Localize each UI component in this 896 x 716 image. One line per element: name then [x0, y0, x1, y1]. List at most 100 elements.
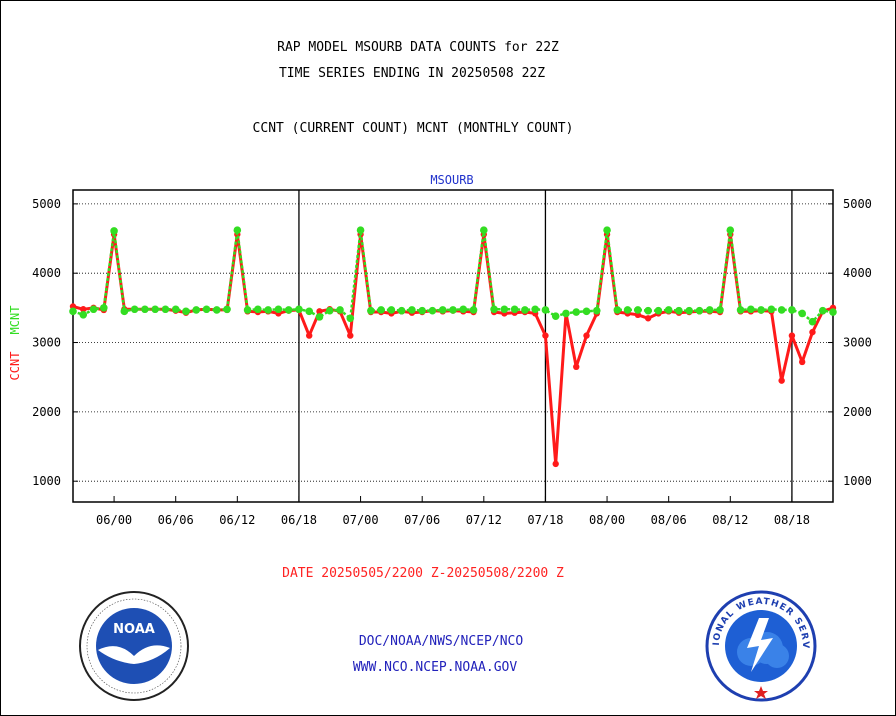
data-point-mcnt — [325, 306, 334, 315]
data-point-mcnt — [562, 309, 570, 318]
data-point-ccnt — [347, 332, 354, 339]
data-point-mcnt — [829, 308, 837, 316]
data-point-mcnt — [428, 306, 437, 315]
data-point-ccnt — [552, 460, 559, 468]
x-tick-label: 07/18 — [527, 513, 563, 527]
data-point-mcnt — [521, 306, 529, 314]
data-point-mcnt — [254, 305, 262, 314]
data-point-mcnt — [315, 313, 324, 321]
org-line-1: DOC/NOAA/NWS/NCEP/NCO — [358, 634, 524, 649]
data-point-mcnt — [531, 305, 539, 314]
x-tick-label: 06/06 — [158, 513, 194, 527]
noaa-logo-text: NOAA — [113, 622, 155, 637]
data-point-mcnt — [233, 226, 242, 235]
data-point-mcnt — [572, 308, 581, 316]
org-line-2[interactable]: WWW.NCO.NCEP.NOAA.GOV — [352, 660, 518, 675]
data-point-mcnt — [100, 304, 108, 312]
data-point-ccnt — [316, 308, 323, 315]
data-point-mcnt — [644, 306, 652, 315]
x-tick-label: 08/06 — [651, 513, 687, 527]
data-point-mcnt — [449, 306, 457, 314]
data-point-mcnt — [798, 309, 806, 318]
data-point-ccnt — [788, 332, 796, 339]
data-point-mcnt — [757, 306, 765, 314]
y-tick-label-left: 1000 — [32, 474, 61, 488]
data-point-mcnt — [192, 306, 201, 314]
data-point-mcnt — [767, 305, 776, 314]
data-point-ccnt — [644, 315, 652, 322]
data-point-ccnt — [583, 332, 590, 339]
data-point-mcnt — [243, 306, 252, 314]
nws-logo[interactable]: NATIONAL WEATHER SERVICE — [701, 583, 817, 702]
data-point-mcnt — [171, 305, 180, 314]
data-point-mcnt — [397, 306, 406, 315]
data-point-mcnt — [777, 306, 786, 314]
data-point-mcnt — [480, 226, 488, 235]
data-point-mcnt — [305, 307, 314, 316]
y-axis-label-mcnt: MCNT — [8, 306, 22, 335]
y-tick-label-left: 2000 — [32, 405, 61, 419]
plot-frame — [72, 189, 834, 503]
y-tick-label-right: 1000 — [843, 474, 872, 488]
data-point-mcnt — [356, 226, 365, 235]
data-point-mcnt — [120, 307, 129, 316]
data-point-mcnt — [284, 306, 293, 314]
x-tick-label: 07/06 — [404, 513, 440, 527]
data-point-ccnt — [809, 328, 816, 336]
data-point-mcnt — [716, 306, 724, 314]
data-point-mcnt — [212, 306, 221, 314]
data-point-mcnt — [747, 305, 755, 314]
data-point-mcnt — [377, 306, 385, 314]
y-tick-label-left: 4000 — [32, 266, 61, 280]
data-point-mcnt — [202, 305, 211, 314]
data-point-mcnt — [223, 305, 231, 314]
data-point-mcnt — [336, 306, 344, 314]
axis-layer: 1000 1000 2000 2000 3000 3000 4000 4000 5000 5000… — [32, 189, 872, 527]
data-point-mcnt — [664, 306, 673, 314]
data-point-mcnt — [274, 305, 283, 314]
x-tick-label: 07/00 — [343, 513, 379, 527]
data-point-ccnt — [798, 358, 806, 366]
y-tick-label-right: 5000 — [843, 197, 872, 211]
x-tick-label: 08/12 — [712, 513, 748, 527]
data-point-mcnt — [541, 306, 550, 314]
data-point-mcnt — [110, 227, 118, 235]
data-point-ccnt — [573, 363, 580, 370]
date-range: DATE 20250505/2200 Z-20250508/2200 Z — [282, 566, 564, 581]
data-point-mcnt — [654, 306, 663, 315]
data-point-mcnt — [808, 317, 817, 326]
data-point-mcnt — [387, 306, 396, 314]
y-tick-label-right: 2000 — [843, 405, 872, 419]
noaa-logo[interactable]: NOAA — [78, 590, 190, 702]
data-point-mcnt — [592, 306, 601, 315]
x-tick-label: 06/00 — [96, 513, 132, 527]
x-tick-label: 06/18 — [281, 513, 317, 527]
data-point-mcnt — [613, 306, 622, 314]
data-point-mcnt — [788, 306, 796, 314]
data-point-mcnt — [685, 306, 694, 315]
data-point-mcnt — [367, 306, 375, 315]
data-point-mcnt — [130, 305, 139, 314]
data-point-mcnt — [264, 306, 272, 314]
data-point-ccnt — [778, 377, 785, 384]
data-point-mcnt — [623, 306, 632, 314]
x-tick-label: 06/12 — [219, 513, 255, 527]
x-tick-label: 07/12 — [466, 513, 502, 527]
x-tick-label: 08/00 — [589, 513, 625, 527]
data-point-mcnt — [726, 226, 735, 235]
data-point-mcnt — [438, 306, 447, 314]
data-point-mcnt — [490, 305, 498, 314]
data-point-mcnt — [69, 307, 77, 316]
data-point-mcnt — [736, 306, 745, 314]
data-point-mcnt — [675, 306, 683, 315]
data-point-ccnt — [542, 332, 549, 339]
data-point-ccnt — [306, 332, 313, 339]
y-tick-label-right: 4000 — [843, 266, 872, 280]
data-point-mcnt — [634, 306, 642, 314]
data-point-mcnt — [695, 306, 704, 315]
data-point-mcnt — [346, 314, 355, 323]
y-tick-label-right: 3000 — [843, 336, 872, 350]
data-point-mcnt — [705, 306, 714, 314]
grid-layer — [73, 190, 833, 502]
